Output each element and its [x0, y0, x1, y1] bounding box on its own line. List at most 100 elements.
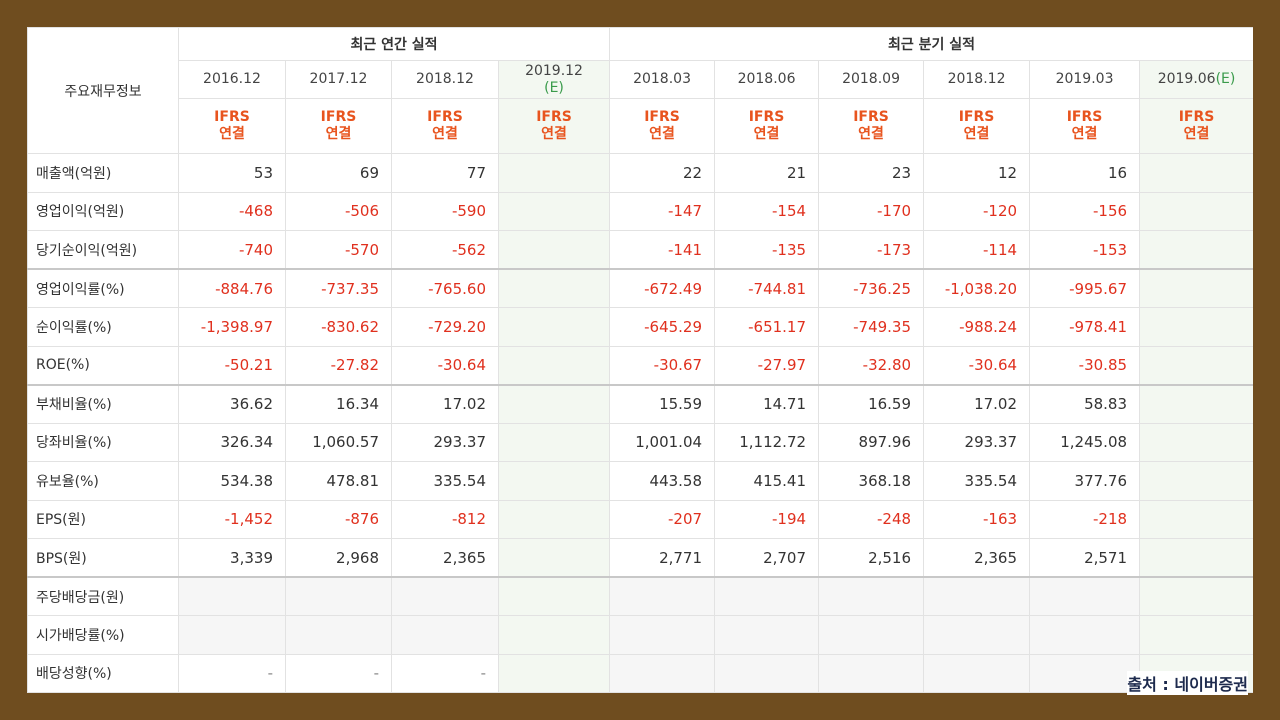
period-header: 2018.06: [714, 60, 820, 99]
row-label: BPS(원): [27, 538, 179, 578]
value-cell: -570: [285, 230, 392, 270]
value-cell: 69: [285, 153, 392, 193]
value-cell: [497, 461, 611, 501]
value-cell: -173: [818, 230, 925, 270]
value-cell: [1139, 345, 1253, 386]
standard: IFRS: [214, 109, 250, 125]
value-cell: [497, 191, 611, 231]
value-cell: -147: [609, 191, 716, 231]
standard-header: IFRS 연결: [1139, 98, 1253, 154]
row-label: 영업이익(억원): [27, 191, 179, 231]
value-cell: [1139, 538, 1253, 578]
value-cell: 293.37: [923, 422, 1031, 462]
value-cell: -141: [609, 230, 716, 270]
value-cell: -468: [178, 191, 286, 231]
corner-label: 주요재무정보: [27, 27, 179, 154]
table-head: 주요재무정보 최근 연간 실적 최근 분기 실적 2016.12 2017.12 2018…: [27, 27, 1253, 154]
value-cell: [923, 653, 1031, 693]
standard-header: IFRS 연결: [497, 98, 611, 154]
standard: IFRS: [958, 109, 995, 125]
standard: IFRS: [1066, 109, 1103, 125]
header-row: 2016.12 2017.12 2018.12 2019.12 (E) 2018.03 20…: [28, 60, 1253, 99]
table-body: 매출액(억원) 53 69 77 22 21 23 12 16 영업이익(억원) -468 -506-…: [27, 153, 1253, 693]
group-header: 최근 연간 실적: [177, 27, 611, 61]
value-cell: [497, 345, 611, 386]
value-cell: 443.58: [609, 461, 716, 501]
period: 2018.06: [737, 71, 796, 87]
standard-header: IFRS 연결: [609, 98, 716, 154]
value-cell: 335.54: [923, 461, 1031, 501]
value-cell: [1139, 499, 1253, 539]
value-cell: -737.35: [285, 268, 392, 308]
value-cell: [1139, 615, 1253, 655]
period-header: 2016.12: [178, 60, 286, 99]
value-cell: -876: [285, 499, 392, 539]
standard: IFRS: [748, 109, 785, 125]
value-cell: 16.59: [818, 384, 925, 424]
data-row: BPS(원) 3,339 2,968 2,365 2,771 2,707 2,516 2,36…: [27, 538, 1253, 578]
value-cell: -590: [391, 191, 499, 231]
estimate-mark: (E): [1215, 71, 1236, 87]
value-cell: 23: [818, 153, 925, 193]
value-cell: [1029, 615, 1141, 655]
data-row: 부채비율(%) 36.62 16.34 17.02 15.59 14.71 16.59 17.…: [27, 384, 1253, 424]
value-cell: [818, 653, 925, 693]
period: 2017.12: [309, 71, 368, 87]
standard: IFRS: [536, 109, 572, 125]
value-cell: -30.64: [391, 345, 499, 386]
data-row: 영업이익률(%) -884.76 -737.35 -765.60 -672.49 -744…: [27, 268, 1253, 308]
header-row: IFRS 연결 IFRS 연결 IFRS 연결 IFRS 연결 IFRS 연결 IFRS 연결 IFRS…: [28, 98, 1253, 154]
value-cell: [1139, 422, 1253, 462]
standard: IFRS: [427, 109, 463, 125]
value-cell: [1139, 307, 1253, 347]
basis: 연결: [753, 126, 780, 142]
value-cell: [497, 499, 611, 539]
row-label: 유보율(%): [27, 461, 179, 501]
value-cell: -: [391, 653, 499, 693]
row-label: ROE(%): [27, 345, 179, 386]
standard-header: IFRS 연결: [1029, 98, 1141, 154]
data-row: EPS(원) -1,452 -876 -812 -207 -194 -248 -163 -218: [27, 499, 1253, 539]
value-cell: [285, 576, 392, 616]
value-cell: -27.82: [285, 345, 392, 386]
period-header: 2017.12: [285, 60, 392, 99]
value-cell: 368.18: [818, 461, 925, 501]
value-cell: -672.49: [609, 268, 716, 308]
header-row: 주요재무정보 최근 연간 실적 최근 분기 실적: [27, 27, 1253, 154]
source-note: 출처 : 네이버증권: [1127, 671, 1248, 695]
standard-header: IFRS 연결: [923, 98, 1031, 154]
row-label: 영업이익률(%): [27, 268, 179, 308]
value-cell: -736.25: [818, 268, 925, 308]
period-header: 2018.12: [391, 60, 499, 99]
value-cell: -978.41: [1029, 307, 1141, 347]
value-cell: [1139, 576, 1253, 616]
value-cell: 335.54: [391, 461, 499, 501]
value-cell: [178, 615, 286, 655]
value-cell: [497, 230, 611, 270]
data-row: 매출액(억원) 53 69 77 22 21 23 12 16: [27, 153, 1253, 193]
period: 2018.12: [416, 71, 474, 87]
standard-header: IFRS 연결: [285, 98, 392, 154]
data-row: 주당배당금(원): [27, 576, 1253, 616]
period: 2019.06: [1157, 71, 1216, 87]
value-cell: -153: [1029, 230, 1141, 270]
group-header: 최근 분기 실적: [609, 27, 1253, 61]
value-cell: -207: [609, 499, 716, 539]
data-row: 순이익률(%) -1,398.97 -830.62 -729.20 -645.29 -65…: [27, 307, 1253, 347]
value-cell: -163: [923, 499, 1031, 539]
value-cell: 17.02: [923, 384, 1031, 424]
value-cell: [1029, 576, 1141, 616]
value-cell: [714, 615, 820, 655]
value-cell: -27.97: [714, 345, 820, 386]
data-row: 배당성향(%) - - -: [27, 653, 1253, 693]
value-cell: -645.29: [609, 307, 716, 347]
value-cell: [923, 615, 1031, 655]
basis: 연결: [432, 126, 458, 142]
value-cell: 293.37: [391, 422, 499, 462]
value-cell: -170: [818, 191, 925, 231]
period: 2019.03: [1055, 71, 1114, 87]
value-cell: -740: [178, 230, 286, 270]
value-cell: -744.81: [714, 268, 820, 308]
basis: 연결: [1071, 126, 1098, 142]
value-cell: -154: [714, 191, 820, 231]
